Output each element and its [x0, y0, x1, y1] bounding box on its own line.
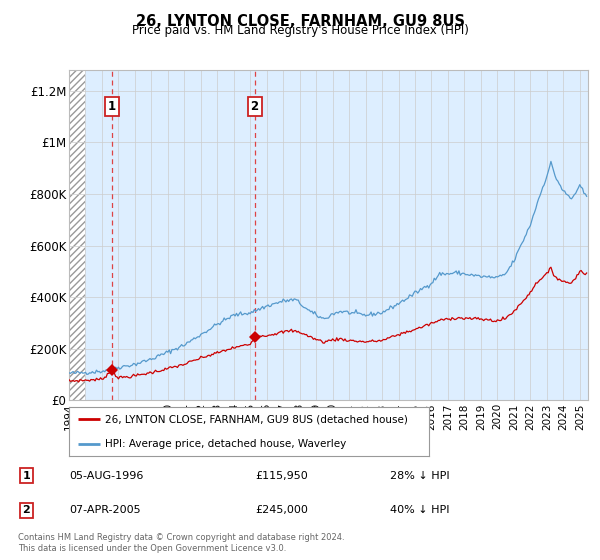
Text: 26, LYNTON CLOSE, FARNHAM, GU9 8US: 26, LYNTON CLOSE, FARNHAM, GU9 8US — [136, 14, 464, 29]
Text: 2: 2 — [23, 505, 31, 515]
Text: 28% ↓ HPI: 28% ↓ HPI — [390, 471, 450, 481]
Text: £245,000: £245,000 — [255, 505, 308, 515]
Text: 1: 1 — [107, 100, 116, 113]
Text: 05-AUG-1996: 05-AUG-1996 — [69, 471, 143, 481]
Text: £115,950: £115,950 — [255, 471, 308, 481]
Text: 40% ↓ HPI: 40% ↓ HPI — [390, 505, 450, 515]
Text: 2: 2 — [251, 100, 259, 113]
Text: 1: 1 — [23, 471, 31, 481]
Text: Price paid vs. HM Land Registry's House Price Index (HPI): Price paid vs. HM Land Registry's House … — [131, 24, 469, 36]
Text: HPI: Average price, detached house, Waverley: HPI: Average price, detached house, Wave… — [105, 439, 346, 449]
Text: Contains HM Land Registry data © Crown copyright and database right 2024.
This d: Contains HM Land Registry data © Crown c… — [18, 533, 344, 553]
Text: 07-APR-2005: 07-APR-2005 — [69, 505, 140, 515]
Text: 26, LYNTON CLOSE, FARNHAM, GU9 8US (detached house): 26, LYNTON CLOSE, FARNHAM, GU9 8US (deta… — [105, 414, 408, 424]
Bar — [69, 70, 85, 400]
